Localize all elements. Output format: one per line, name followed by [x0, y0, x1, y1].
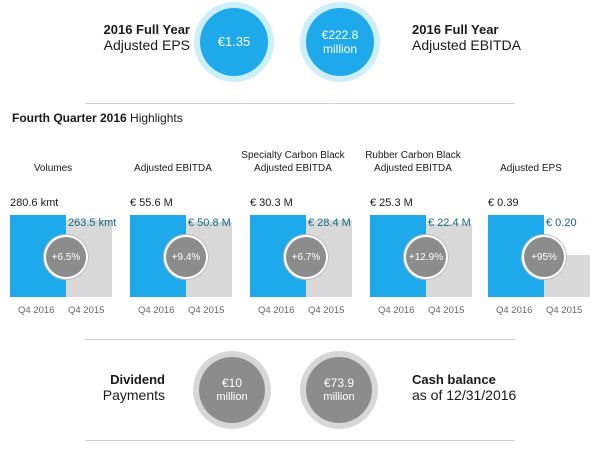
divider-top	[85, 103, 515, 104]
divider-middle	[85, 339, 515, 340]
chart-title: Specialty Carbon Black Adjusted EBITDA	[228, 141, 358, 175]
eps-label-line1: 2016 Full Year	[103, 22, 191, 37]
chart-title-text: Volumes	[33, 162, 73, 174]
value-label-q4-2015: € 50.8 M	[188, 217, 231, 229]
dividend-label: Dividend Payments	[40, 372, 165, 403]
ebitda-label: 2016 Full Year Adjusted EBITDA	[412, 22, 582, 53]
change-badge: +6.5%	[46, 237, 86, 277]
dividend-label-line1: Dividend	[110, 372, 165, 387]
x-tick-q4-2016: Q4 2016	[378, 305, 415, 316]
section-title: Fourth Quarter 2016 Highlights	[12, 111, 183, 125]
x-tick-q4-2015: Q4 2015	[428, 305, 465, 316]
eps-label-line2: Adjusted EPS	[103, 37, 190, 53]
ebitda-label-line2: Adjusted EBITDA	[412, 37, 521, 53]
chart-title-text: Specialty Carbon Black Adjusted EBITDA	[241, 150, 345, 174]
x-tick-q4-2016: Q4 2016	[18, 305, 55, 316]
change-badge: +95%	[524, 237, 564, 277]
chart-title: Adjusted EPS	[466, 141, 596, 175]
cash-label-line2: as of 12/31/2016	[412, 387, 517, 403]
x-tick-q4-2015: Q4 2015	[188, 305, 225, 316]
dividend-value-unit: million	[216, 390, 248, 403]
divider-bottom	[85, 440, 515, 441]
ebitda-circle: €222.8 million	[306, 8, 374, 76]
value-label-q4-2015: 263.5 kmt	[68, 217, 117, 229]
dividend-label-line2: Payments	[102, 387, 165, 403]
chart-title: Volumes	[0, 141, 118, 175]
value-label-q4-2016: € 30.3 M	[250, 197, 293, 209]
x-tick-q4-2016: Q4 2016	[138, 305, 175, 316]
dividend-circle: €10 million	[199, 357, 265, 423]
value-label-q4-2016: € 25.3 M	[370, 197, 413, 209]
value-label-q4-2016: 280.6 kmt	[10, 197, 59, 209]
chart-title: Rubber Carbon Black Adjusted EBITDA	[348, 141, 478, 175]
eps-label: 2016 Full Year Adjusted EPS	[40, 22, 191, 53]
chart-title: Adjusted EBITDA	[108, 141, 238, 175]
chart-title-text: Adjusted EBITDA	[134, 162, 212, 174]
change-badge: +12.9%	[406, 237, 446, 277]
value-label-q4-2016: € 55.6 M	[130, 197, 173, 209]
cash-value-unit: million	[323, 390, 355, 403]
section-title-rest: Highlights	[126, 111, 183, 125]
change-badge: +9.4%	[166, 237, 206, 277]
chart-title-text: Rubber Carbon Black Adjusted EBITDA	[365, 150, 461, 174]
cash-value: €73.9	[323, 376, 355, 391]
x-tick-q4-2016: Q4 2016	[496, 305, 533, 316]
eps-circle: €1.35	[200, 8, 268, 76]
x-tick-q4-2015: Q4 2015	[308, 305, 345, 316]
change-badge: +6.7%	[286, 237, 326, 277]
ebitda-value: €222.8	[321, 27, 359, 42]
value-label-q4-2015: € 22.4 M	[428, 217, 471, 229]
cash-label-line1: Cash balance	[412, 372, 496, 387]
cash-circle: €73.9 million	[306, 357, 372, 423]
value-label-q4-2015: € 0.20	[546, 217, 577, 229]
dividend-value: €10	[221, 376, 243, 391]
value-label-q4-2015: € 28.4 M	[308, 217, 351, 229]
x-tick-q4-2016: Q4 2016	[258, 305, 295, 316]
value-label-q4-2016: € 0.39	[488, 197, 519, 209]
ebitda-label-line1: 2016 Full Year	[412, 22, 499, 37]
chart-title-text: Adjusted EPS	[500, 162, 562, 174]
cash-label: Cash balance as of 12/31/2016	[412, 372, 582, 403]
eps-value: €1.35	[217, 34, 251, 50]
x-tick-q4-2015: Q4 2015	[68, 305, 105, 316]
ebitda-value-unit: million	[322, 42, 357, 56]
x-tick-q4-2015: Q4 2015	[546, 305, 583, 316]
section-title-bold: Fourth Quarter 2016	[12, 111, 127, 125]
